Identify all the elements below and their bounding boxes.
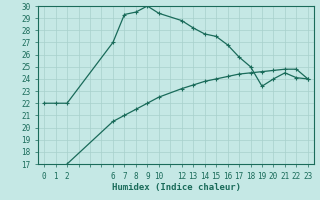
X-axis label: Humidex (Indice chaleur): Humidex (Indice chaleur) xyxy=(111,183,241,192)
